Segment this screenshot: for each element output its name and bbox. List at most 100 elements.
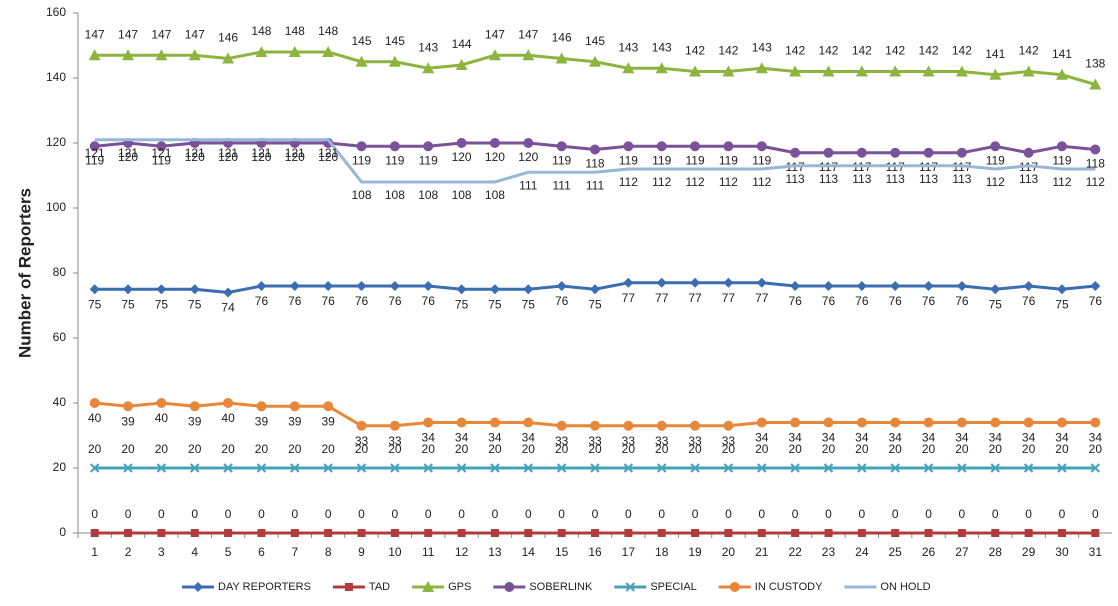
legend-label: IN CUSTODY — [755, 581, 823, 593]
data-label: 113 — [852, 172, 871, 186]
y-tick-label: 160 — [46, 5, 66, 19]
data-label: 34 — [422, 431, 436, 445]
data-label: 76 — [1022, 294, 1036, 308]
point — [956, 281, 967, 291]
data-label: 119 — [685, 153, 704, 167]
point — [656, 141, 667, 152]
data-label: 121 — [218, 146, 238, 160]
point — [789, 65, 802, 77]
point — [356, 281, 367, 291]
x-tick-label: 1 — [91, 545, 98, 559]
point — [423, 463, 433, 473]
x-tick-label: 25 — [889, 545, 903, 559]
point — [790, 147, 801, 158]
data-label: 119 — [552, 153, 571, 167]
point — [890, 463, 900, 473]
data-label: 75 — [121, 297, 135, 311]
x-tick-label: 29 — [1022, 545, 1036, 559]
point — [722, 65, 735, 77]
x-tick-label: 15 — [555, 545, 569, 559]
x-tick-label: 8 — [325, 545, 332, 559]
point — [156, 398, 167, 408]
x-tick-label: 3 — [158, 545, 165, 559]
data-label: 121 — [118, 146, 138, 160]
data-label: 121 — [318, 146, 338, 160]
data-label: 147 — [85, 27, 105, 41]
point — [556, 141, 567, 152]
point — [624, 529, 633, 537]
data-label: 34 — [1022, 431, 1036, 445]
point — [790, 417, 801, 428]
data-label: 0 — [592, 507, 599, 521]
data-label: 113 — [819, 172, 838, 186]
point — [124, 529, 133, 537]
data-label: 39 — [255, 414, 269, 428]
data-label: 121 — [185, 146, 205, 160]
point — [89, 284, 100, 295]
point — [756, 277, 767, 288]
data-label: 0 — [825, 507, 832, 521]
point — [890, 281, 901, 291]
point — [89, 141, 100, 152]
point — [489, 417, 500, 428]
legend-item: TAD — [332, 581, 390, 593]
data-label: 111 — [586, 178, 605, 192]
data-label: 0 — [91, 507, 98, 521]
x-tick-label: 27 — [955, 545, 969, 559]
point — [990, 141, 1001, 152]
point — [691, 529, 700, 537]
data-label: 118 — [585, 157, 604, 171]
point — [223, 287, 234, 298]
point — [856, 147, 867, 158]
point — [955, 65, 968, 77]
point — [1057, 463, 1067, 473]
data-label: 147 — [518, 27, 538, 41]
point — [324, 529, 333, 537]
point — [757, 463, 767, 473]
data-label: 40 — [221, 411, 235, 425]
series-line — [94, 138, 1096, 184]
data-label: 0 — [1059, 507, 1066, 521]
series: 75 75 75 75 74 76 76 76 76 76 76 75 75 75 76 75 77 77 77 77… — [88, 277, 1103, 315]
data-label: 76 — [1089, 294, 1103, 308]
data-label: 0 — [925, 507, 932, 521]
point — [390, 529, 399, 537]
x-tick-label: 7 — [291, 545, 298, 559]
point — [1090, 463, 1101, 473]
data-label: 20 — [822, 442, 836, 456]
point — [388, 55, 401, 67]
x-tick-label: 4 — [191, 545, 198, 559]
point — [957, 463, 967, 473]
data-label: 120 — [318, 150, 338, 164]
point — [190, 529, 199, 537]
data-label: 0 — [725, 507, 732, 521]
data-label: 33 — [622, 434, 636, 448]
data-label: 112 — [752, 175, 771, 189]
point — [1055, 68, 1068, 80]
data-label: 120 — [485, 150, 505, 164]
data-label: 120 — [452, 150, 472, 164]
point — [88, 49, 101, 61]
point — [790, 463, 800, 473]
point — [590, 284, 600, 295]
point — [723, 463, 734, 473]
data-label: 0 — [225, 507, 232, 521]
data-label: 76 — [288, 294, 302, 308]
data-label: 40 — [155, 411, 169, 425]
legend-item: DAY REPORTERS — [182, 581, 311, 593]
data-label: 20 — [755, 442, 769, 456]
data-label: 33 — [555, 434, 569, 448]
legend-item: IN CUSTODY — [718, 581, 823, 593]
data-label: 0 — [692, 507, 699, 521]
data-label: 34 — [755, 431, 769, 445]
x-tick-label: 9 — [358, 545, 365, 559]
data-label: 76 — [922, 294, 936, 308]
y-tick-label: 100 — [46, 200, 66, 214]
data-label: 75 — [522, 297, 536, 311]
data-label: 0 — [1025, 507, 1032, 521]
point — [224, 529, 233, 537]
point — [256, 281, 267, 291]
x-tick-label: 18 — [655, 545, 669, 559]
data-label: 112 — [719, 175, 738, 189]
data-label: 0 — [425, 507, 432, 521]
